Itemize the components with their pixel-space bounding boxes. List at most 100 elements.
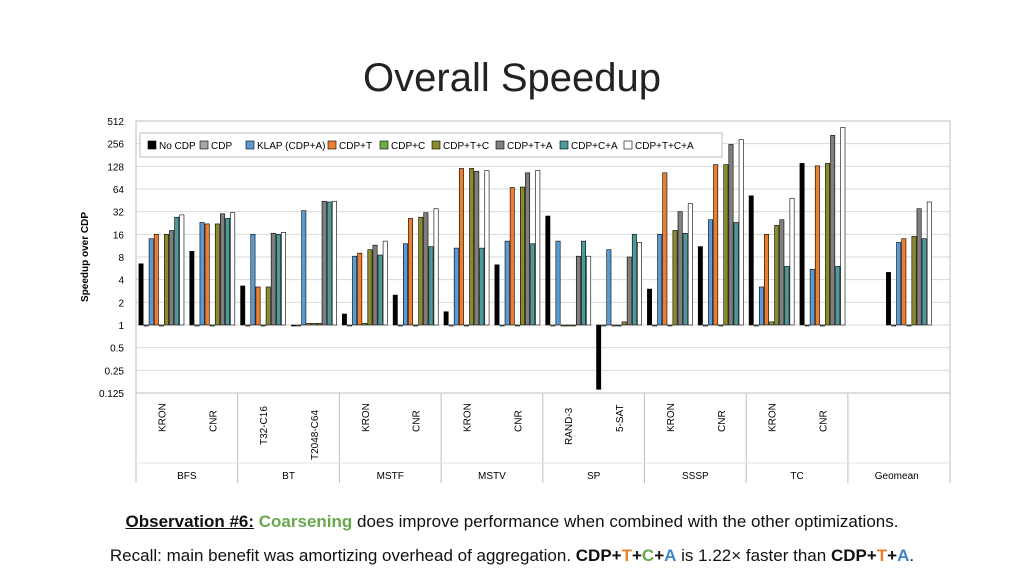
legend-swatch [245, 140, 255, 150]
recall-t-1: T [621, 546, 632, 565]
x-dataset-label: KRON [361, 403, 372, 432]
bar [891, 324, 897, 327]
bar [209, 324, 215, 327]
y-tick-label: 256 [107, 140, 124, 151]
bar [525, 172, 531, 326]
bar [341, 313, 347, 326]
y-tick-label: 8 [118, 253, 124, 264]
legend-label: No CDP [159, 141, 196, 152]
bar [581, 240, 586, 326]
recall-plus-1: + [631, 546, 642, 565]
bar [835, 266, 841, 326]
bar [281, 232, 286, 326]
legend-swatch [147, 140, 157, 150]
bar [774, 225, 780, 326]
bar [896, 242, 902, 326]
bar [647, 288, 652, 326]
bar [662, 172, 668, 326]
bar [453, 247, 459, 326]
bar [372, 244, 378, 326]
bar [840, 127, 846, 326]
bar [169, 230, 175, 326]
y-tick-label: 1 [118, 321, 124, 332]
x-group-label: MSTF [377, 471, 404, 482]
x-dataset-label: T2048-C64 [310, 410, 321, 460]
bar [830, 135, 836, 326]
bar [596, 324, 602, 390]
bar [652, 324, 658, 327]
bar [809, 268, 815, 326]
bar [321, 200, 327, 326]
bar [637, 242, 642, 326]
bar [601, 324, 607, 327]
bar [626, 256, 632, 326]
y-tick-label: 0.5 [110, 344, 124, 355]
bar [357, 252, 363, 326]
bar [586, 255, 592, 326]
bar [408, 218, 414, 326]
speedup-chart: 0.125 0.25 0.5 1 2 4 8 16 32 64 128 256 512 No CDP CD… [80, 117, 951, 483]
bar [682, 233, 688, 326]
bar [189, 251, 195, 326]
bar [479, 247, 485, 326]
bar [560, 324, 566, 327]
bar [514, 324, 520, 327]
bar [921, 238, 927, 326]
bar [606, 249, 612, 326]
bar [703, 324, 708, 327]
bar [458, 168, 464, 326]
bar [484, 170, 490, 326]
bar [753, 324, 759, 327]
legend-swatch [379, 140, 389, 150]
x-group-label: SP [587, 471, 601, 482]
x-group-label: BFS [177, 471, 197, 482]
bar [667, 324, 673, 327]
bar [214, 223, 220, 326]
bar [916, 208, 922, 326]
bar [621, 321, 627, 326]
x-dataset-label: CNR [818, 410, 829, 432]
bar [377, 254, 383, 326]
legend-swatch [495, 140, 505, 150]
legend-label: CDP [211, 141, 232, 152]
bar [418, 216, 424, 326]
bar [901, 238, 907, 326]
bar [764, 234, 769, 326]
x-dataset-label: CNR [513, 410, 524, 432]
bar [291, 324, 297, 327]
bar [326, 201, 332, 326]
bar [194, 324, 200, 327]
bar [520, 186, 525, 326]
x-group-label: TC [790, 471, 803, 482]
x-group-label: Geomean [875, 471, 919, 482]
bar [331, 200, 337, 326]
legend-label: KLAP (CDP+A) [257, 141, 325, 152]
bar [758, 286, 764, 326]
bar [413, 324, 419, 327]
bar [708, 219, 714, 326]
axes: 0.125 0.25 0.5 1 2 4 8 16 32 64 128 256 512 [99, 117, 951, 483]
legend-swatch [199, 140, 209, 150]
bar [464, 324, 469, 327]
recall-t-2: T [876, 546, 888, 565]
bar [301, 210, 307, 326]
y-tick-label: 4 [118, 276, 124, 287]
bar [265, 286, 271, 326]
bar [769, 321, 775, 326]
bar [158, 324, 164, 327]
bar [179, 214, 185, 326]
legend-swatch [623, 140, 633, 150]
bar [784, 266, 790, 326]
bar [799, 163, 805, 326]
bar [804, 324, 810, 327]
bar [748, 195, 754, 326]
x-dataset-label: T32-C16 [259, 406, 270, 445]
bar [296, 324, 302, 327]
bar [570, 324, 576, 327]
bar [504, 240, 510, 326]
y-axis-label: Speedup over CDP [80, 212, 91, 302]
bar [906, 324, 912, 327]
bar [230, 212, 236, 326]
legend-swatch [559, 140, 569, 150]
bar [911, 236, 917, 326]
